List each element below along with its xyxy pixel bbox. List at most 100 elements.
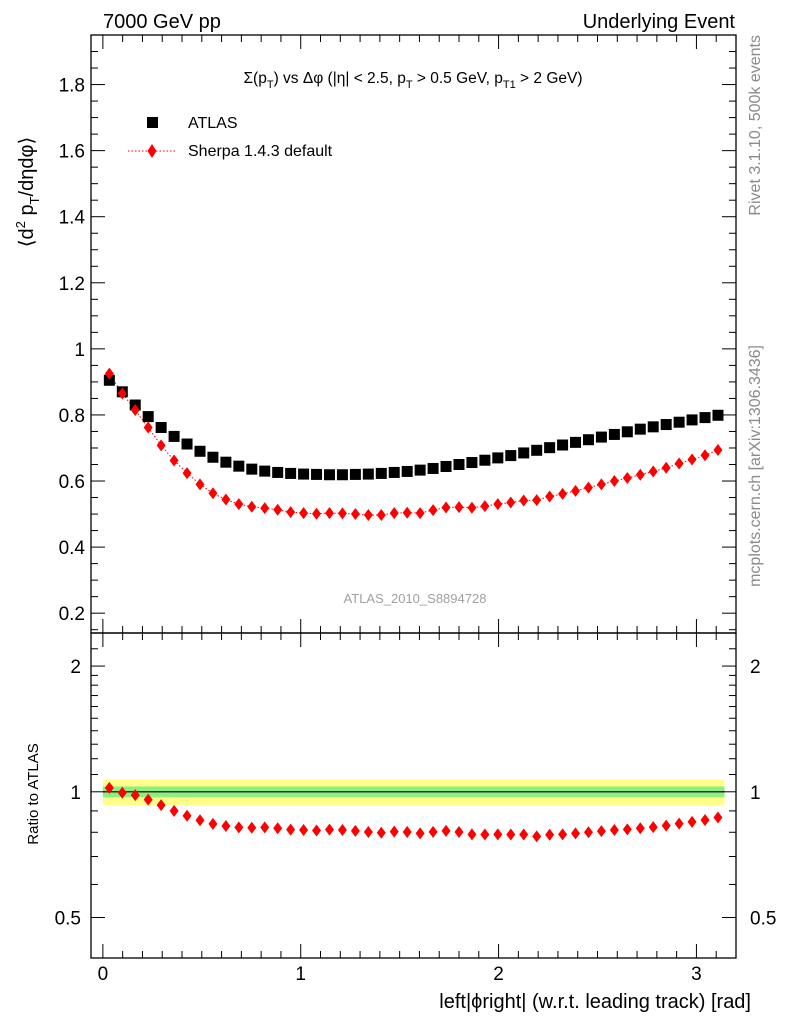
sherpa-point [195, 478, 205, 491]
title-part-5: T1 [503, 79, 516, 91]
main-y-tick-label: 1.4 [59, 208, 86, 229]
atlas-point [621, 426, 633, 438]
main-series [103, 367, 724, 522]
title-part-0: Σ(p [243, 70, 266, 87]
sherpa-point [532, 494, 542, 507]
atlas-point [479, 454, 491, 466]
ratio-x-tick-label: 0 [98, 964, 109, 985]
ratio-point [260, 821, 270, 834]
ratio-y-tick-label: 0.5 [55, 909, 81, 930]
sherpa-point [713, 443, 723, 456]
sherpa-point [402, 506, 412, 519]
sherpa-point [441, 501, 451, 514]
ratio-point [661, 819, 671, 832]
ratio-point [247, 821, 257, 834]
atlas-point [505, 450, 517, 462]
sherpa-point [104, 367, 114, 380]
legend-label-atlas: ATLAS [188, 115, 238, 132]
atlas-point [660, 419, 672, 431]
ratio-x-tick-label: 1 [295, 964, 306, 985]
atlas-point [362, 468, 374, 480]
sherpa-point [583, 481, 593, 494]
atlas-point [298, 468, 310, 480]
ratio-point [545, 828, 555, 841]
sherpa-point [545, 490, 555, 503]
ratio-point [428, 825, 438, 838]
main-y-tick-label: 1 [74, 340, 85, 361]
main-x-axis [102, 35, 717, 633]
atlas-point [155, 421, 167, 433]
atlas-point [103, 374, 115, 386]
atlas-point [608, 428, 620, 440]
ratio-point [363, 826, 373, 839]
main-y-tick-label: 0.2 [59, 604, 85, 625]
sherpa-point [260, 502, 270, 515]
ratio-point [609, 824, 619, 837]
ratio-x-axis: 0 1 2 3 [98, 633, 717, 985]
sherpa-point [506, 496, 516, 509]
title-part-4: > 0.5 GeV, p [413, 70, 503, 87]
atlas-point [194, 445, 206, 457]
atlas-point [349, 468, 361, 480]
atlas-point [207, 451, 219, 463]
atlas-point [285, 467, 297, 479]
ratio-y-tick-label: 2 [70, 657, 81, 678]
atlas-point [699, 412, 711, 424]
ratio-point [532, 830, 542, 843]
atlas-point [712, 409, 724, 421]
atlas-point [246, 463, 258, 475]
atlas-point [142, 411, 154, 423]
title-part-1: T [267, 79, 274, 91]
atlas-point [440, 460, 452, 472]
ylabel-part-0: ⟨d [16, 228, 38, 247]
main-y-tick-label: 1.6 [59, 142, 85, 163]
sherpa-point [519, 494, 529, 507]
rivet-label: Rivet 3.1.10, 500k events [747, 35, 764, 216]
sherpa-point [286, 506, 296, 519]
ratio-y-tick-label-right: 2 [750, 657, 761, 678]
ratio-series [104, 781, 723, 843]
sherpa-point [247, 500, 257, 513]
ratio-point [286, 823, 296, 836]
sherpa-point [609, 475, 619, 488]
sherpa-point [324, 507, 334, 520]
atlas-point [453, 459, 465, 471]
atlas-point [570, 436, 582, 448]
sherpa-point [596, 478, 606, 491]
atlas-point [168, 430, 180, 442]
ratio-point [674, 817, 684, 830]
main-panel: Σ(pT) vs Δφ (|η| < 2.5, pT > 0.5 GeV, pT… [13, 34, 737, 634]
ratio-point [104, 781, 114, 794]
ratio-point [376, 826, 386, 839]
atlas-point [427, 462, 439, 474]
sherpa-point [312, 507, 322, 520]
main-y-tick-label: 0.6 [59, 472, 85, 493]
atlas-point [582, 434, 594, 446]
ratio-ylabel: Ratio to ATLAS [25, 743, 42, 844]
atlas-point [233, 460, 245, 472]
ratio-point [700, 814, 710, 827]
main-ylabel: ⟨d2 pT/dηdφ⟩ [13, 137, 42, 248]
legend-label-sherpa: Sherpa 1.4.3 default [188, 143, 333, 160]
atlas-point [647, 421, 659, 433]
ratio-point [195, 814, 205, 827]
ratio-point [635, 822, 645, 835]
ratio-point [571, 827, 581, 840]
main-y-tick-label: 0.4 [59, 538, 86, 559]
atlas-point [311, 468, 323, 480]
ratio-point [169, 804, 179, 817]
sherpa-point [480, 500, 490, 513]
sherpa-point [221, 493, 231, 506]
sherpa-point [350, 508, 360, 521]
ratio-point [221, 820, 231, 833]
atlas-point [414, 464, 426, 476]
sherpa-point [130, 403, 140, 416]
ylabel-part-4: /dηdφ⟩ [16, 137, 38, 197]
sherpa-point [428, 504, 438, 517]
sherpa-point [558, 487, 568, 500]
ratio-point [622, 823, 632, 836]
sherpa-point [661, 461, 671, 474]
sherpa-line [108, 373, 719, 516]
ratio-x-tick-label: 3 [691, 964, 702, 985]
ratio-x-tick-label: 2 [493, 964, 504, 985]
